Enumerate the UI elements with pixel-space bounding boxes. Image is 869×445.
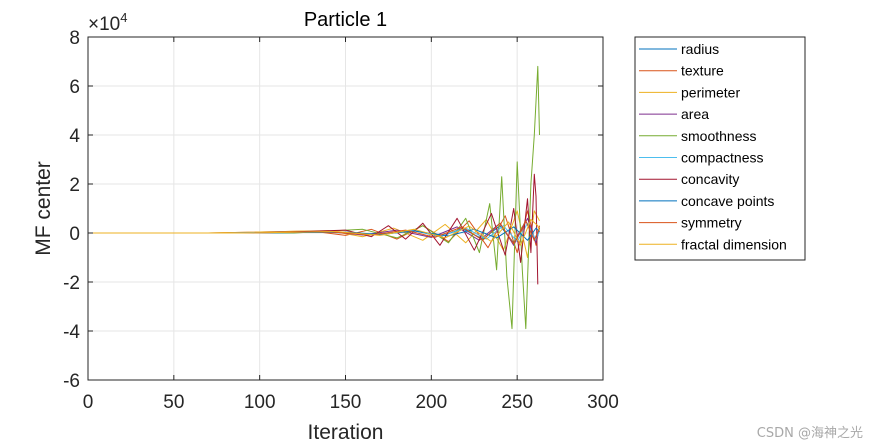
y-tick-label: 6	[69, 77, 80, 98]
x-axis-label: Iteration	[308, 421, 384, 444]
chart-title: Particle 1	[304, 9, 387, 31]
y-tick-label: 8	[69, 28, 80, 49]
series-line-concavity	[88, 173, 539, 285]
legend-label: perimeter	[681, 84, 740, 100]
legend: radius texture perimeter area smoothness comp…	[634, 36, 806, 261]
watermark: CSDN @海神之光	[756, 426, 863, 441]
legend-label: concave points	[681, 193, 774, 209]
y-tick-label: 2	[69, 175, 80, 196]
x-tick-label: 300	[587, 392, 619, 413]
y-axis-label: MF center	[32, 161, 55, 256]
legend-label: concavity	[681, 171, 739, 187]
legend-label: symmetry	[681, 215, 742, 231]
axis-ticks: 0 50 100 150 200 250 300 -6 -4 -2 0 2 4 6 8	[63, 28, 619, 413]
legend-label: smoothness	[681, 128, 756, 144]
legend-label: radius	[681, 41, 719, 57]
x-tick-label: 100	[244, 392, 276, 413]
legend-label: area	[681, 106, 709, 122]
x-tick-label: 50	[163, 392, 184, 413]
x-tick-label: 0	[83, 392, 94, 413]
y-tick-label: 0	[69, 224, 80, 245]
x-tick-label: 200	[415, 392, 447, 413]
y-tick-label: -4	[63, 322, 80, 343]
y-tick-label: -2	[63, 273, 80, 294]
legend-label: texture	[681, 63, 724, 79]
y-exponent-label: ×104	[88, 10, 127, 35]
x-tick-label: 250	[501, 392, 533, 413]
y-tick-label: -6	[63, 371, 80, 392]
x-tick-label: 150	[330, 392, 362, 413]
y-tick-label: 4	[69, 126, 80, 147]
legend-label: fractal dimension	[681, 236, 787, 252]
legend-label: compactness	[681, 150, 763, 166]
series-line-fractal-dimension	[88, 219, 540, 246]
series-lines	[88, 65, 540, 330]
